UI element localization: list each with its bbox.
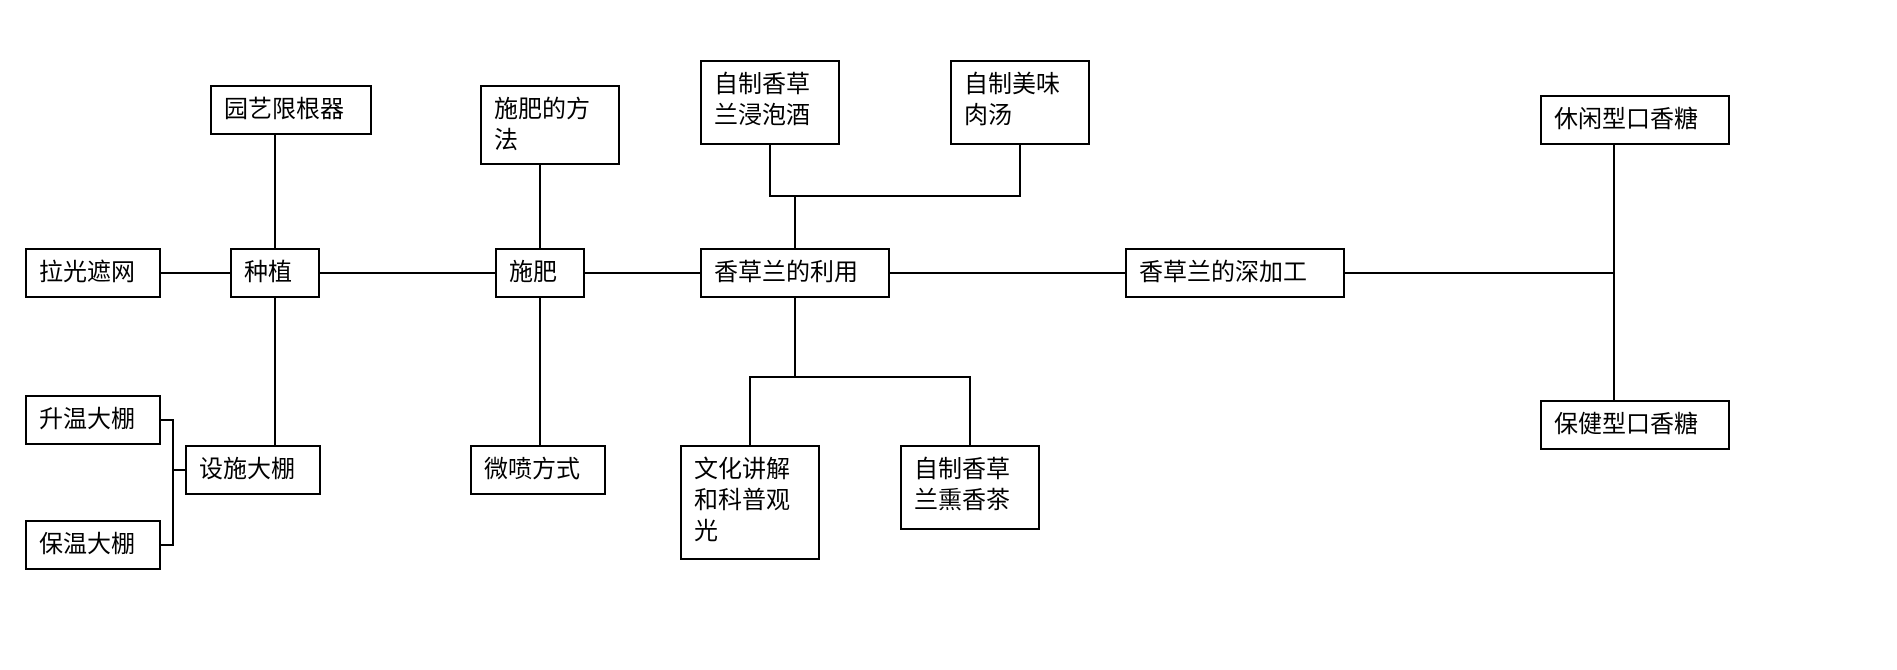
node-leisure-gum: 休闲型口香糖 bbox=[1540, 95, 1730, 145]
node-vanilla-tea: 自制香草兰熏香茶 bbox=[900, 445, 1040, 530]
edge bbox=[794, 195, 796, 248]
node-label: 自制美味肉汤 bbox=[964, 70, 1076, 132]
node-label: 施肥的方法 bbox=[494, 95, 606, 157]
node-label: 微喷方式 bbox=[484, 455, 580, 486]
node-vanilla-use: 香草兰的利用 bbox=[700, 248, 890, 298]
node-facility-greenhouse: 设施大棚 bbox=[185, 445, 321, 495]
node-planting: 种植 bbox=[230, 248, 320, 298]
edge bbox=[172, 419, 174, 546]
node-label: 保温大棚 bbox=[39, 530, 135, 561]
node-fertilize-method: 施肥的方法 bbox=[480, 85, 620, 165]
edge bbox=[769, 195, 1021, 197]
edge bbox=[1345, 272, 1615, 274]
node-label: 设施大棚 bbox=[199, 455, 295, 486]
edge bbox=[749, 376, 751, 445]
node-label: 休闲型口香糖 bbox=[1554, 105, 1698, 136]
node-label: 自制香草兰浸泡酒 bbox=[714, 70, 826, 132]
node-culture-tour: 文化讲解和科普观光 bbox=[680, 445, 820, 560]
node-label: 施肥 bbox=[509, 258, 557, 289]
node-shade-net: 拉光遮网 bbox=[25, 248, 161, 298]
edge bbox=[769, 145, 771, 197]
node-deep-processing: 香草兰的深加工 bbox=[1125, 248, 1345, 298]
edge bbox=[539, 298, 541, 445]
node-label: 自制香草兰熏香茶 bbox=[914, 455, 1026, 517]
edge bbox=[274, 298, 276, 445]
edge bbox=[1019, 145, 1021, 197]
edge bbox=[890, 272, 1125, 274]
edge bbox=[585, 272, 700, 274]
node-fertilize: 施肥 bbox=[495, 248, 585, 298]
edge bbox=[1613, 145, 1615, 400]
node-vanilla-wine: 自制香草兰浸泡酒 bbox=[700, 60, 840, 145]
node-label: 园艺限根器 bbox=[224, 95, 344, 126]
node-label: 文化讲解和科普观光 bbox=[694, 455, 806, 549]
node-broth: 自制美味肉汤 bbox=[950, 60, 1090, 145]
node-label: 拉光遮网 bbox=[39, 258, 135, 289]
edge bbox=[161, 419, 174, 421]
node-micro-spray: 微喷方式 bbox=[470, 445, 606, 495]
edge bbox=[274, 135, 276, 248]
node-root-limiter: 园艺限根器 bbox=[210, 85, 372, 135]
node-heating-greenhouse: 升温大棚 bbox=[25, 395, 161, 445]
node-label: 升温大棚 bbox=[39, 405, 135, 436]
node-label: 香草兰的利用 bbox=[714, 258, 858, 289]
node-label: 保健型口香糖 bbox=[1554, 410, 1698, 441]
edge bbox=[320, 272, 495, 274]
edge bbox=[539, 165, 541, 248]
node-insulation-greenhouse: 保温大棚 bbox=[25, 520, 161, 570]
node-health-gum: 保健型口香糖 bbox=[1540, 400, 1730, 450]
edge bbox=[969, 376, 971, 445]
node-label: 种植 bbox=[244, 258, 292, 289]
edge bbox=[161, 544, 174, 546]
edge bbox=[794, 298, 796, 378]
edge bbox=[749, 376, 971, 378]
node-label: 香草兰的深加工 bbox=[1139, 258, 1307, 289]
edge bbox=[161, 272, 230, 274]
